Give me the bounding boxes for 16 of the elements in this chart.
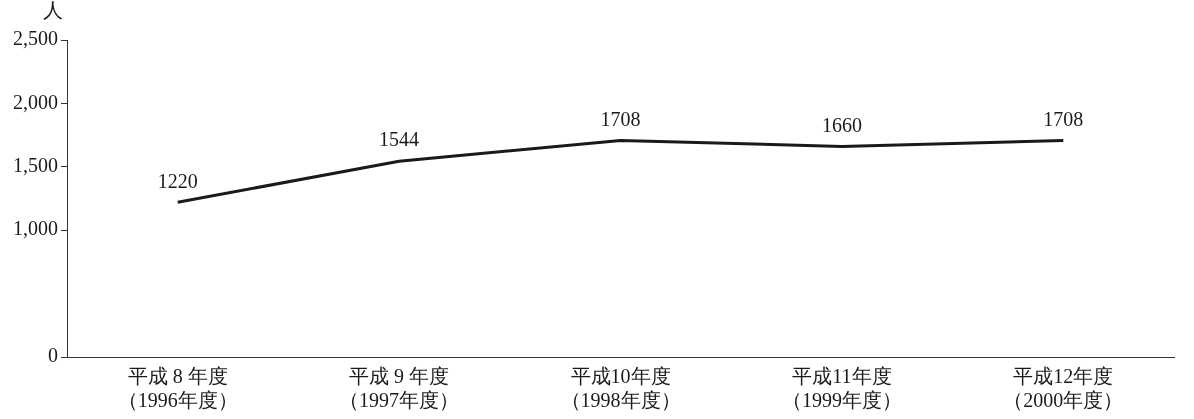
data-label: 1708 xyxy=(600,107,641,130)
data-label: 1220 xyxy=(157,169,198,192)
data-label: 1544 xyxy=(379,128,420,151)
x-tick-label: 平成10年度（1998年度） xyxy=(560,365,681,412)
y-tick-label: 1,500 xyxy=(13,154,58,177)
x-tick-label: 平成12年度（2000年度） xyxy=(1003,365,1124,412)
x-tick-label: 平成 8 年度（1996年度） xyxy=(117,365,238,412)
y-tick-label: 2,000 xyxy=(13,90,58,113)
y-tick-label: 0 xyxy=(48,344,58,367)
y-tick-label: 1,000 xyxy=(13,217,58,240)
data-label: 1660 xyxy=(821,113,862,136)
data-label: 1708 xyxy=(1043,107,1084,130)
y-tick-label: 2,500 xyxy=(13,27,58,50)
x-tick-label: 平成11年度（1999年度） xyxy=(781,365,902,412)
y-axis-title: 人 xyxy=(43,0,63,22)
x-tick-label: 平成 9 年度（1997年度） xyxy=(339,365,460,412)
